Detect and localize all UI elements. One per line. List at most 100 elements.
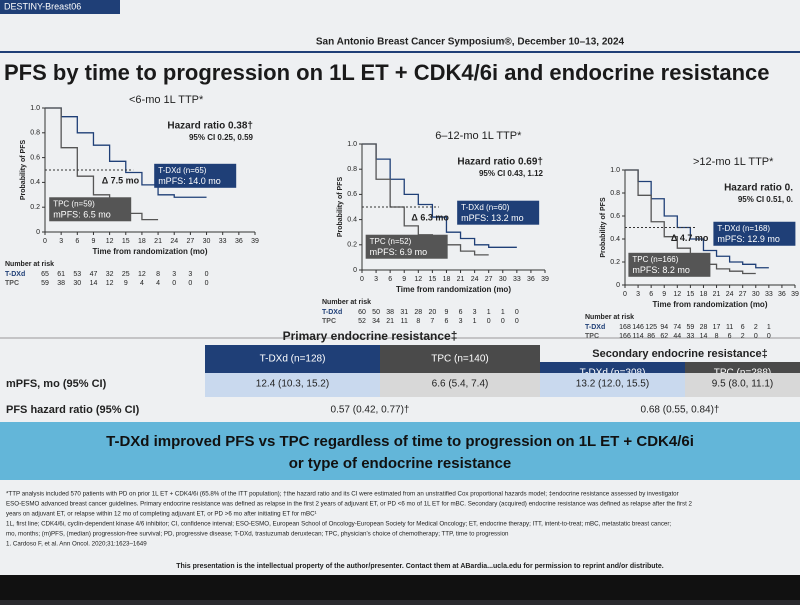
- x-tick-label: 9: [92, 238, 96, 245]
- x-tick-label: 30: [752, 291, 760, 298]
- cell: 9.5 (8.0, 11.1): [712, 379, 774, 390]
- km-curve: [362, 143, 517, 248]
- risk-title: Number at risk: [5, 261, 54, 268]
- risk-value: 60: [358, 309, 366, 316]
- hazard-ci: 95% CI 0.43, 1.12: [479, 169, 544, 178]
- risk-value: 0: [172, 280, 176, 287]
- x-tick-label: 6: [649, 291, 653, 298]
- risk-value: 21: [386, 318, 394, 325]
- x-tick-label: 30: [499, 276, 507, 283]
- footnote: ESO-ESMO advanced breast cancer guidelin…: [6, 501, 693, 508]
- delta-label: Δ 6.3 mo: [411, 212, 449, 222]
- legend-box: [457, 200, 540, 225]
- banner-text: or type of endocrine resistance: [289, 455, 512, 472]
- y-tick-label: 1.0: [610, 167, 620, 174]
- risk-value: 0: [515, 309, 519, 316]
- risk-value: 4: [140, 280, 144, 287]
- x-tick-label: 0: [43, 238, 47, 245]
- x-tick-label: 9: [402, 276, 406, 283]
- x-tick-label: 24: [170, 238, 178, 245]
- risk-value: 2: [754, 324, 758, 331]
- panel-subtitle: 6–12-mo 1L TTP*: [435, 130, 522, 142]
- x-tick-label: 27: [186, 238, 194, 245]
- footnote: years on adjuvant ET, or relapse within …: [6, 511, 317, 518]
- x-tick-label: 27: [739, 291, 747, 298]
- group-header: Primary endocrine resistance‡: [283, 329, 458, 343]
- delta-label: Δ 7.5 mo: [102, 175, 140, 185]
- cell: 0.68 (0.55, 0.84)†: [641, 405, 720, 416]
- cell-box: [685, 373, 800, 397]
- risk-value: 61: [57, 271, 65, 278]
- delta-label: Δ 4.7 mo: [671, 233, 709, 243]
- y-tick-label: 0.2: [347, 242, 357, 249]
- risk-value: 74: [673, 324, 681, 331]
- x-tick-label: 0: [623, 291, 627, 298]
- risk-value: 86: [647, 333, 655, 340]
- hazard-ratio: Hazard ratio 0.: [724, 183, 793, 194]
- risk-value: 59: [686, 324, 694, 331]
- footnote: mo, months; (m)PFS, (median) progression…: [6, 531, 509, 538]
- group-header: Secondary endocrine resistance‡: [592, 348, 767, 360]
- column-header-box: [380, 345, 540, 373]
- risk-label: T-DXd: [322, 309, 342, 316]
- y-axis-label: Probability of PFS: [600, 197, 607, 258]
- legend-name: TPC (n=166): [632, 255, 678, 264]
- x-tick-label: 18: [138, 238, 146, 245]
- risk-value: 0: [754, 333, 758, 340]
- legend-median: mPFS: 6.9 mo: [370, 247, 428, 257]
- risk-value: 1: [473, 318, 477, 325]
- risk-label: TPC: [322, 318, 336, 325]
- risk-value: 11: [401, 318, 408, 325]
- risk-value: 8: [156, 271, 160, 278]
- risk-value: 3: [188, 271, 192, 278]
- risk-value: 14: [90, 280, 98, 287]
- x-tick-label: 36: [527, 276, 535, 283]
- risk-value: 0: [501, 318, 505, 325]
- y-tick-label: 0.2: [30, 204, 40, 211]
- y-tick-label: 0.4: [610, 236, 620, 243]
- legend-median: mPFS: 12.9 mo: [717, 234, 780, 244]
- risk-value: 44: [673, 333, 681, 340]
- y-tick-label: 0: [36, 229, 40, 236]
- legend-name: TPC (n=59): [53, 199, 95, 208]
- y-tick-label: 0: [353, 267, 357, 274]
- risk-value: 146: [632, 324, 644, 331]
- y-axis-label: Probability of PFS: [20, 140, 27, 201]
- risk-value: 53: [73, 271, 81, 278]
- risk-value: 14: [700, 333, 708, 340]
- cell: 0.57 (0.42, 0.77)†: [331, 405, 410, 416]
- cell: 13.2 (12.0, 15.5): [576, 379, 649, 390]
- x-tick-label: 18: [700, 291, 708, 298]
- risk-title: Number at risk: [322, 299, 371, 306]
- x-axis-label: Time from randomization (mo): [93, 247, 208, 256]
- hazard-ratio: Hazard ratio 0.38†: [167, 121, 253, 132]
- km-curve: [625, 169, 756, 275]
- x-tick-label: 39: [251, 238, 259, 245]
- risk-value: 11: [726, 324, 733, 331]
- risk-value: 25: [122, 271, 130, 278]
- risk-value: 6: [459, 309, 463, 316]
- y-tick-label: 0.6: [347, 191, 357, 198]
- risk-value: 7: [430, 318, 434, 325]
- x-tick-label: 15: [428, 276, 436, 283]
- tag-box: [0, 0, 120, 14]
- risk-value: 6: [728, 333, 732, 340]
- risk-value: 59: [41, 280, 49, 287]
- risk-label: TPC: [585, 333, 599, 340]
- y-tick-label: 0.8: [610, 190, 620, 197]
- x-tick-label: 33: [513, 276, 521, 283]
- y-tick-label: 0.4: [347, 216, 357, 223]
- x-tick-label: 6: [75, 238, 79, 245]
- footnote: *TTP analysis included 570 patients with…: [6, 491, 679, 498]
- risk-value: 0: [205, 280, 209, 287]
- x-tick-label: 9: [662, 291, 666, 298]
- legend-name: T-DXd (n=168): [717, 224, 770, 233]
- y-tick-label: 0.4: [30, 179, 40, 186]
- risk-value: 28: [414, 309, 422, 316]
- legend-box: [49, 197, 132, 222]
- risk-value: 31: [400, 309, 408, 316]
- x-tick-label: 24: [471, 276, 479, 283]
- risk-value: 52: [358, 318, 366, 325]
- risk-value: 1: [767, 324, 771, 331]
- risk-value: 0: [205, 271, 209, 278]
